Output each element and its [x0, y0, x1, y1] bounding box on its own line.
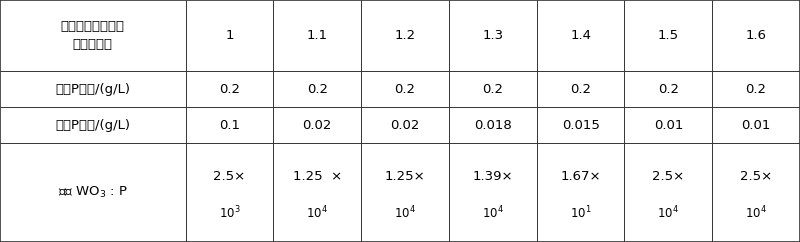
Text: 10$^4$: 10$^4$ — [306, 205, 328, 221]
Text: 1.6: 1.6 — [746, 29, 766, 42]
Text: 1.2: 1.2 — [394, 29, 415, 42]
Text: 0.2: 0.2 — [219, 83, 240, 96]
Text: 10$^4$: 10$^4$ — [658, 205, 679, 221]
Text: 无水分析纯硫酸镁
理论用倍数: 无水分析纯硫酸镁 理论用倍数 — [61, 20, 125, 51]
Text: 最终 WO$_3$ : P: 最终 WO$_3$ : P — [58, 185, 128, 200]
Text: 0.2: 0.2 — [482, 83, 503, 96]
Text: 0.015: 0.015 — [562, 119, 599, 132]
Text: 0.2: 0.2 — [570, 83, 591, 96]
Text: 2.5×: 2.5× — [214, 170, 246, 183]
Text: 0.1: 0.1 — [219, 119, 240, 132]
Text: 1.39×: 1.39× — [473, 170, 513, 183]
Text: 0.02: 0.02 — [390, 119, 420, 132]
Text: 1.4: 1.4 — [570, 29, 591, 42]
Text: 1.25×: 1.25× — [385, 170, 426, 183]
Text: 0.01: 0.01 — [654, 119, 683, 132]
Text: 0.2: 0.2 — [394, 83, 415, 96]
Text: 10$^1$: 10$^1$ — [570, 205, 591, 221]
Text: 0.02: 0.02 — [302, 119, 332, 132]
Text: 10$^3$: 10$^3$ — [218, 205, 240, 221]
Text: 10$^4$: 10$^4$ — [745, 205, 767, 221]
Text: 2.5×: 2.5× — [652, 170, 685, 183]
Text: 剩余P浓度/(g/L): 剩余P浓度/(g/L) — [55, 119, 130, 132]
Text: 1.1: 1.1 — [306, 29, 328, 42]
Text: 1.25  ×: 1.25 × — [293, 170, 342, 183]
Text: 初始P浓度/(g/L): 初始P浓度/(g/L) — [55, 83, 130, 96]
Text: 1.3: 1.3 — [482, 29, 503, 42]
Text: 2.5×: 2.5× — [740, 170, 772, 183]
Text: 0.018: 0.018 — [474, 119, 512, 132]
Text: 0.01: 0.01 — [742, 119, 771, 132]
Text: 1: 1 — [226, 29, 234, 42]
Text: 0.2: 0.2 — [746, 83, 766, 96]
Text: 0.2: 0.2 — [658, 83, 679, 96]
Text: 1.5: 1.5 — [658, 29, 679, 42]
Text: 1.67×: 1.67× — [560, 170, 601, 183]
Text: 0.2: 0.2 — [306, 83, 328, 96]
Text: 10$^4$: 10$^4$ — [394, 205, 416, 221]
Text: 10$^4$: 10$^4$ — [482, 205, 504, 221]
